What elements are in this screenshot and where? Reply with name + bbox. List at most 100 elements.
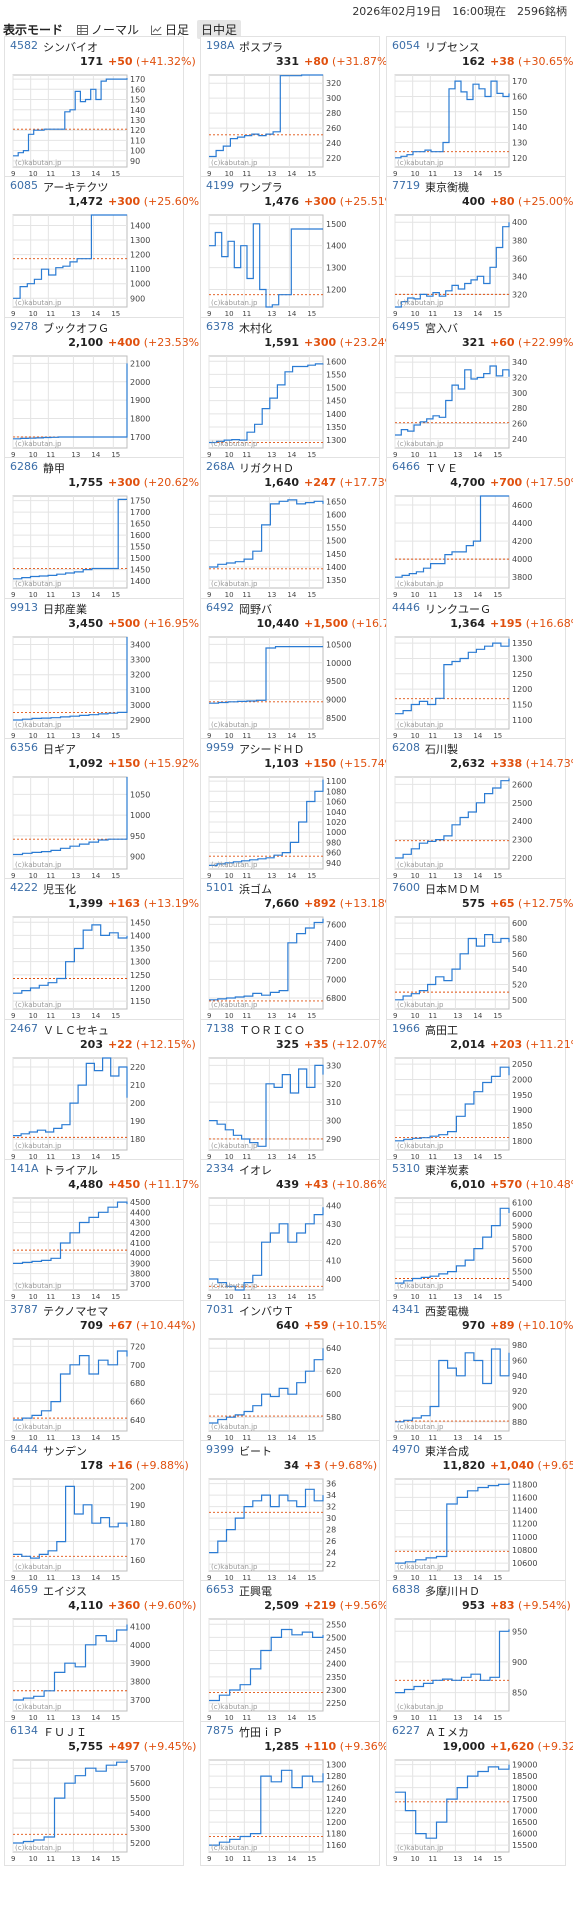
stock-code-link[interactable]: 4446: [392, 600, 420, 614]
stock-name-link[interactable]: 日邦産業: [43, 602, 87, 616]
stock-name-link[interactable]: 岡野バ: [239, 602, 272, 616]
stock-code-link[interactable]: 268A: [206, 460, 235, 474]
intraday-chart[interactable]: 9 10 11 13 14 15 6100 6000 5900 5800 5700 5600 5500 5…: [387, 1196, 567, 1305]
stock-code-link[interactable]: 7600: [392, 881, 420, 895]
stock-card[interactable]: 9959 アシードＨＤ 1,103 +150 (+15.74%) 9 10 11 13 14 15…: [200, 738, 399, 884]
stock-card[interactable]: 6054 リブセンス 162 +38 (+30.65%) 9 10 11 13 14 15 170 1…: [386, 36, 573, 182]
stock-name-link[interactable]: シンバイオ: [43, 41, 98, 54]
intraday-chart[interactable]: 9 10 11 13 14 15 19000 18500 18000 17500 17000 1650…: [387, 1758, 567, 1867]
stock-name-link[interactable]: 宮入バ: [425, 321, 458, 335]
stock-code-link[interactable]: 6356: [10, 741, 38, 754]
intraday-chart[interactable]: 9 10 11 13 14 15 2550 2500 2450 2400 2350 2300 2250 (…: [201, 1617, 381, 1726]
stock-name-link[interactable]: 高田工: [425, 1023, 458, 1037]
stock-card[interactable]: 6085 アーキテクツ 1,472 +300 (+25.60%) 9 10 11 13 14 15…: [4, 176, 203, 322]
stock-card[interactable]: 198A ポスプラ 331 +80 (+31.87%) 9 10 11 13 14 15 320 30…: [200, 36, 392, 181]
stock-code-link[interactable]: 7138: [206, 1021, 234, 1035]
stock-card[interactable]: 6356 日ギア 1,092 +150 (+15.92%) 9 10 11 13 14 15 105…: [4, 738, 203, 884]
stock-name-link[interactable]: 東洋合成: [425, 1445, 469, 1458]
intraday-chart[interactable]: 9 10 11 13 14 15 4500 4400 4300 4200 4100 4000 3900 3…: [5, 1196, 185, 1305]
intraday-chart[interactable]: 9 10 11 13 14 15 36 34 32 30 28 26 24 22 (c)kabutan.jp: [201, 1477, 381, 1586]
stock-name-link[interactable]: リンクユーＧ: [425, 602, 491, 616]
stock-name-link[interactable]: 日ギア: [43, 743, 76, 756]
stock-card[interactable]: 3787 テクノマセマ 709 +67 (+10.44%) 9 10 11 13 14 15 720…: [4, 1299, 196, 1445]
intraday-chart[interactable]: 9 10 11 13 14 15 170 160 150 140 130 120 110 100 90 (c)…: [5, 73, 185, 182]
stock-name-link[interactable]: ＦＵＪＩ: [43, 1725, 87, 1739]
intraday-chart[interactable]: 9 10 11 13 14 15 1500 1400 1300 1200 (c)kabutan.jp: [201, 213, 381, 322]
intraday-chart[interactable]: 9 10 11 13 14 15 2050 2000 1950 1900 1850 1800 (c)ka…: [387, 1056, 567, 1165]
stock-card[interactable]: 4222 児玉化 1,399 +163 (+13.19%) 9 10 11 13 14 15 145…: [4, 878, 203, 1024]
stock-name-link[interactable]: ＴＯＲＩＣＯ: [239, 1023, 305, 1037]
stock-code-link[interactable]: 7875: [206, 1723, 234, 1737]
stock-code-link[interactable]: 4582: [10, 39, 38, 52]
intraday-chart[interactable]: 9 10 11 13 14 15 10500 10000 9500 9000 8500 (c)kabu…: [201, 635, 381, 744]
stock-card[interactable]: 6444 サンデン 178 +16 (+9.88%) 9 10 11 13 14 15 200 190…: [4, 1440, 189, 1586]
stock-card[interactable]: 2467 ＶＬＣセキュ 203 +22 (+12.15%) 9 10 11 13 14 15 220…: [4, 1018, 196, 1164]
intraday-chart[interactable]: 9 10 11 13 14 15 1750 1700 1650 1600 1550 1500 1450 1…: [5, 494, 185, 603]
stock-name-link[interactable]: 石川製: [425, 743, 458, 756]
stock-code-link[interactable]: 3787: [10, 1302, 38, 1316]
intraday-chart[interactable]: 9 10 11 13 14 15 170 160 150 140 130 120 (c)kabutan.…: [387, 73, 567, 182]
stock-card[interactable]: 6495 宮入バ 321 +60 (+22.99%) 9 10 11 13 14 15 340 320…: [386, 316, 573, 462]
stock-code-link[interactable]: 9399: [206, 1443, 234, 1456]
stock-card[interactable]: 4582 シンバイオ 171 +50 (+41.32%) 9 10 11 13 14 15 170 1…: [4, 36, 196, 182]
stock-card[interactable]: 6492 岡野バ 10,440 +1,500 (+16.78%) 9 10 11 13 14 15…: [200, 597, 411, 744]
stock-code-link[interactable]: 6227: [392, 1723, 420, 1737]
stock-code-link[interactable]: 4222: [10, 881, 38, 895]
mode-normal-button[interactable]: ノーマル: [73, 20, 143, 39]
intraday-chart[interactable]: 9 10 11 13 14 15 1350 1300 1250 1200 1150 1100 (c)ka…: [387, 635, 567, 744]
stock-code-link[interactable]: 6286: [10, 460, 38, 474]
stock-code-link[interactable]: 4341: [392, 1302, 420, 1316]
stock-code-link[interactable]: 6085: [10, 179, 38, 193]
stock-name-link[interactable]: リブセンス: [425, 41, 480, 54]
intraday-chart[interactable]: 9 10 11 13 14 15 3400 3300 3200 3100 3000 2900 (c)ka…: [5, 635, 185, 744]
stock-code-link[interactable]: 6653: [206, 1583, 234, 1597]
stock-name-link[interactable]: サンデン: [43, 1445, 87, 1458]
stock-code-link[interactable]: 9913: [10, 600, 38, 614]
stock-name-link[interactable]: 日本ＭＤＭ: [425, 883, 480, 897]
stock-card[interactable]: 141A トライアル 4,480 +450 (+11.17%) 9 10 11 13 14 15 4…: [4, 1159, 203, 1305]
stock-name-link[interactable]: 正興電: [239, 1585, 272, 1599]
stock-name-link[interactable]: ビート: [239, 1445, 272, 1458]
stock-code-link[interactable]: 7719: [392, 179, 420, 193]
stock-name-link[interactable]: ＡＩメカ: [425, 1725, 469, 1739]
intraday-chart[interactable]: 9 10 11 13 14 15 4600 4400 4200 4000 3800 (c)kabuta…: [387, 494, 567, 603]
stock-name-link[interactable]: トライアル: [43, 1164, 98, 1178]
stock-code-link[interactable]: 6466: [392, 460, 420, 474]
stock-code-link[interactable]: 5101: [206, 881, 234, 895]
stock-name-link[interactable]: インバウＴ: [239, 1304, 294, 1318]
stock-name-link[interactable]: 木村化: [239, 321, 272, 335]
stock-card[interactable]: 268A リガクＨＤ 1,640 +247 (+17.73%) 9 10 11 13 14 15 1…: [200, 457, 399, 603]
stock-card[interactable]: 6286 静甲 1,755 +300 (+20.62%) 9 10 11 13 14 15 1750…: [4, 457, 203, 603]
stock-card[interactable]: 6653 正興電 2,509 +219 (+9.56%) 9 10 11 13 14 15 2550…: [200, 1580, 392, 1726]
intraday-chart[interactable]: 9 10 11 13 14 15 1050 1000 950 900 (c)kabutan.jp: [5, 775, 185, 884]
stock-card[interactable]: 6838 多摩川ＨＤ 953 +83 (+9.54%) 9 10 11 13 14 15 950 90…: [386, 1580, 571, 1726]
stock-name-link[interactable]: 浜ゴム: [239, 883, 272, 897]
stock-code-link[interactable]: 7031: [206, 1302, 234, 1316]
stock-name-link[interactable]: ワンプラ: [239, 181, 283, 195]
stock-name-link[interactable]: ポスプラ: [239, 41, 283, 54]
stock-card[interactable]: 4341 西菱電機 970 +89 (+10.10%) 9 10 11 13 14 15 980 96…: [386, 1299, 573, 1445]
mode-daily-button[interactable]: 日足: [147, 20, 193, 39]
intraday-chart[interactable]: 9 10 11 13 14 15 950 900 850 (c)kabutan.jp: [387, 1617, 567, 1726]
intraday-chart[interactable]: 9 10 11 13 14 15 600 580 560 540 520 500 (c)kabutan.…: [387, 915, 567, 1024]
stock-name-link[interactable]: テクノマセマ: [43, 1304, 109, 1318]
intraday-chart[interactable]: 9 10 11 13 14 15 1400 1300 1200 1100 1000 900 (c)kab…: [5, 213, 185, 322]
intraday-chart[interactable]: 9 10 11 13 14 15 200 190 180 170 160 (c)kabutan.jp: [5, 1477, 185, 1586]
intraday-chart[interactable]: 9 10 11 13 14 15 2100 2000 1900 1800 1700 (c)kabuta…: [5, 354, 185, 463]
stock-code-link[interactable]: 4199: [206, 179, 234, 193]
stock-name-link[interactable]: イオレ: [239, 1164, 272, 1178]
intraday-chart[interactable]: 9 10 11 13 14 15 4100 4000 3900 3800 3700 (c)kabuta…: [5, 1617, 185, 1726]
intraday-chart[interactable]: 9 10 11 13 14 15 1650 1600 1550 1500 1450 1400 1350 (…: [201, 494, 381, 603]
stock-name-link[interactable]: 東洋炭素: [425, 1164, 469, 1178]
stock-code-link[interactable]: 5310: [392, 1162, 420, 1176]
stock-card[interactable]: 6378 木村化 1,591 +300 (+23.24%) 9 10 11 13 14 15 160…: [200, 316, 399, 462]
intraday-chart[interactable]: 9 10 11 13 14 15 330 320 310 300 290 (c)kabutan.jp: [201, 1056, 381, 1165]
intraday-chart[interactable]: 9 10 11 13 14 15 1100 1080 1060 1040 1020 1000 980 96…: [201, 775, 381, 884]
stock-card[interactable]: 9399 ビート 34 +3 (+9.68%) 9 10 11 13 14 15 36 34 32 30 2…: [200, 1440, 380, 1585]
stock-code-link[interactable]: 1966: [392, 1021, 420, 1035]
stock-code-link[interactable]: 4970: [392, 1443, 420, 1456]
stock-code-link[interactable]: 198A: [206, 39, 235, 52]
